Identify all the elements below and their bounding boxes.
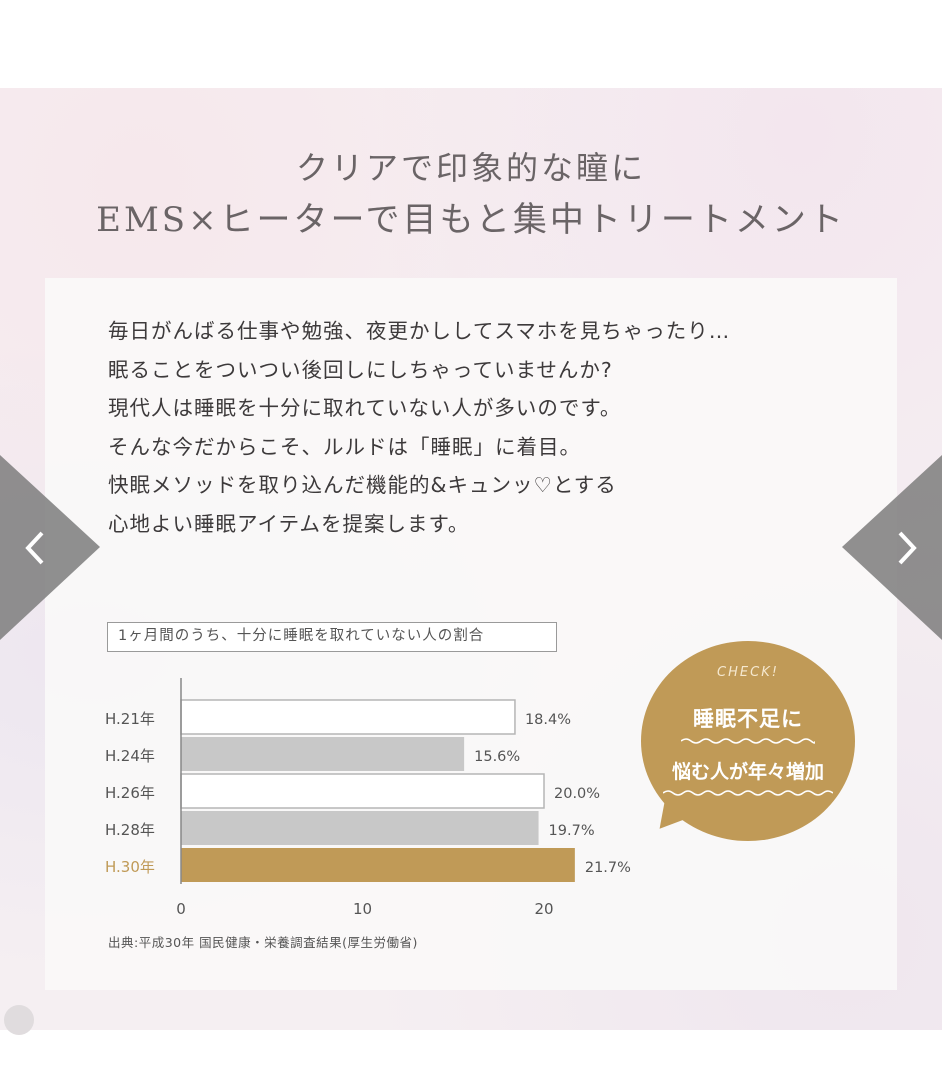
chevron-right-icon (898, 531, 917, 565)
chevron-left-icon (25, 531, 44, 565)
carousel-prev-button[interactable] (0, 455, 100, 640)
intro-line: そんな今だからこそ、ルルドは「睡眠」に着目。 (108, 434, 581, 459)
check-callout: CHECK! 睡眠不足に 悩む人が年々増加 (641, 641, 855, 843)
x-tick-label: 0 (176, 900, 186, 918)
intro-line: 眠ることをついつい後回しにしちゃっていませんか? (108, 357, 613, 382)
category-label: H.26年 (105, 784, 155, 802)
intro-line: 心地よい睡眠アイテムを提案します。 (108, 511, 470, 536)
category-label: H.30年 (105, 858, 155, 876)
wave-underline (681, 738, 815, 744)
category-label: H.24年 (105, 747, 155, 765)
chart-source: 出典:平成30年 国民健康・栄養調査結果(厚生労働省) (108, 935, 418, 950)
category-label: H.21年 (105, 710, 155, 728)
x-tick-label: 10 (353, 900, 372, 918)
zoom-button[interactable] (4, 1005, 34, 1035)
bar (180, 773, 545, 809)
callout-check: CHECK! (717, 665, 779, 680)
chart-title: 1ヶ月間のうち、十分に睡眠を取れていない人の割合 (107, 622, 557, 652)
wave-underline (663, 790, 833, 796)
carousel-next-button[interactable] (842, 455, 942, 640)
intro-line: 現代人は睡眠を十分に取れていない人が多いのです。 (108, 396, 622, 420)
intro-line: 毎日がんばる仕事や勉強、夜更かししてスマホを見ちゃったり… (108, 319, 731, 343)
value-label: 20.0% (554, 786, 600, 802)
callout-line2: 悩む人が年々増加 (671, 761, 824, 783)
value-label: 19.7% (549, 823, 595, 839)
callout-circle (641, 641, 855, 841)
value-label: 15.6% (474, 749, 520, 765)
category-label: H.28年 (105, 821, 155, 839)
value-label: 18.4% (525, 712, 571, 728)
bar (180, 699, 516, 735)
heading-line1: クリアで印象的な瞳に (295, 149, 646, 187)
value-label: 21.7% (585, 860, 631, 876)
callout-line1: 睡眠不足に (693, 707, 803, 731)
intro-line: 快眠メソッドを取り込んだ機能的&キュンッ♡とする (108, 473, 617, 497)
heading-line2: EMS×ヒーターで目もと集中トリートメント (96, 200, 846, 240)
intro-text: 毎日がんばる仕事や勉強、夜更かししてスマホを見ちゃったり… 眠ることをついつい後… (108, 312, 730, 543)
bar (181, 737, 465, 771)
bar (181, 811, 539, 845)
bar-chart: H.21年 18.4% H.24年 15.6% H.26年 20.0% H.28年 19.7%… (105, 678, 631, 918)
x-tick-label: 20 (534, 900, 553, 918)
bar (181, 848, 575, 882)
